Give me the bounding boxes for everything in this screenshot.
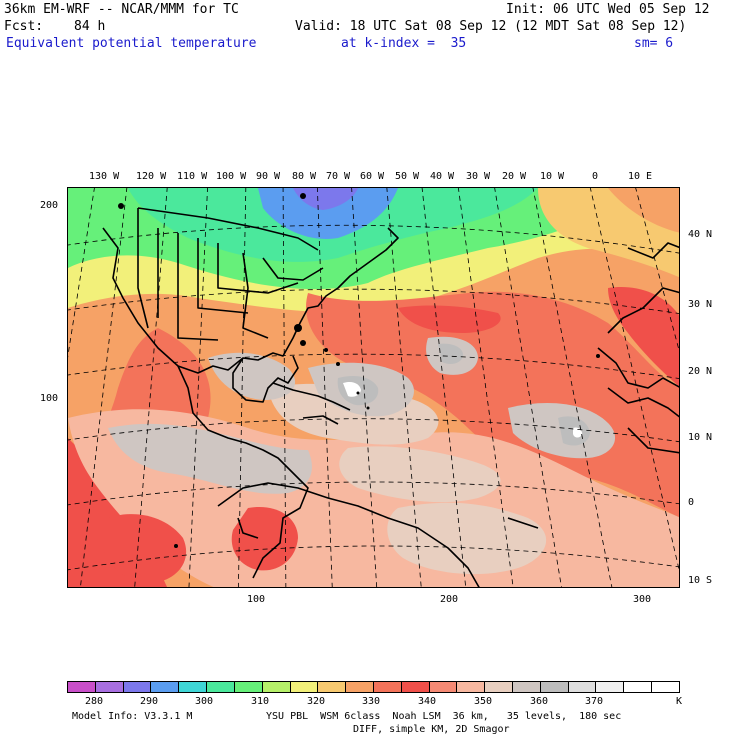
- colorbar-swatch: [485, 682, 513, 692]
- lon-label: 20 W: [502, 171, 527, 182]
- lon-label: 120 W: [136, 171, 167, 182]
- level-info: at k-index = 35: [341, 36, 467, 51]
- colorbar-swatch: [68, 682, 96, 692]
- lon-label: 70 W: [326, 171, 351, 182]
- colorbar-swatch: [95, 682, 124, 692]
- colorbar-label: 280: [85, 696, 104, 707]
- colorbar-label: 370: [585, 696, 604, 707]
- lon-label: 100 W: [216, 171, 247, 182]
- colorbar-swatch: [373, 682, 402, 692]
- lon-label: 90 W: [256, 171, 281, 182]
- grid-y-label: 100: [40, 393, 59, 404]
- lat-label: 20 N: [688, 366, 713, 377]
- lon-label: 10 E: [628, 171, 653, 182]
- grid-y-label: 200: [40, 200, 59, 211]
- colorbar-swatch: [624, 682, 653, 692]
- colorbar-swatch: [429, 682, 458, 692]
- lon-label: 10 W: [540, 171, 565, 182]
- lat-label: 0: [688, 497, 695, 508]
- colorbar-swatch: [596, 682, 625, 692]
- init-time: Init: 06 UTC Wed 05 Sep 12: [506, 2, 710, 17]
- theta-e-map: [67, 187, 680, 588]
- colorbar-label: 360: [530, 696, 549, 707]
- colorbar-label: 340: [418, 696, 437, 707]
- lat-label: 10 N: [688, 432, 713, 443]
- colorbar-unit: K: [676, 696, 683, 707]
- colorbar-label: 350: [474, 696, 493, 707]
- grid-x-label: 200: [440, 594, 459, 605]
- diffusion-info: DIFF, simple KM, 2D Smagor: [353, 724, 510, 735]
- lon-label: 60 W: [360, 171, 385, 182]
- colorbar-label: 300: [195, 696, 214, 707]
- colorbar-swatch: [540, 682, 569, 692]
- lon-label: 80 W: [292, 171, 317, 182]
- colorbar-swatch: [123, 682, 152, 692]
- colorbar-swatch: [290, 682, 319, 692]
- lat-label: 10 S: [688, 575, 713, 586]
- lon-label: 40 W: [430, 171, 455, 182]
- model-info: Model Info: V3.3.1 M: [72, 711, 193, 722]
- forecast-label: Fcst:: [4, 19, 44, 34]
- colorbar-label: 290: [140, 696, 159, 707]
- lon-label: 110 W: [177, 171, 208, 182]
- forecast-hour: 84 h: [74, 19, 106, 34]
- lat-label: 40 N: [688, 229, 713, 240]
- colorbar: [67, 681, 680, 693]
- colorbar-swatch: [401, 682, 430, 692]
- smoothing-info: sm= 6: [634, 36, 674, 51]
- lat-label: 30 N: [688, 299, 713, 310]
- colorbar-swatch: [568, 682, 597, 692]
- colorbar-label: 330: [362, 696, 381, 707]
- grid-x-label: 100: [247, 594, 266, 605]
- model-title: 36km EM-WRF -- NCAR/MMM for TC: [4, 2, 239, 17]
- colorbar-swatch: [262, 682, 291, 692]
- colorbar-swatch: [346, 682, 374, 692]
- field-name: Equivalent potential temperature: [6, 36, 257, 51]
- physics-info: YSU PBL WSM 6class Noah LSM 36 km, 35 le…: [266, 711, 622, 722]
- valid-time: Valid: 18 UTC Sat 08 Sep 12 (12 MDT Sat …: [295, 19, 687, 34]
- lon-label: 30 W: [466, 171, 491, 182]
- colorbar-label: 310: [251, 696, 270, 707]
- lon-label: 50 W: [395, 171, 420, 182]
- colorbar-swatch: [234, 682, 263, 692]
- colorbar-swatch: [513, 682, 541, 692]
- map-canvas: [68, 188, 679, 587]
- colorbar-label: 320: [307, 696, 326, 707]
- lon-label: 0: [592, 171, 599, 182]
- colorbar-swatch: [151, 682, 180, 692]
- colorbar-swatch: [457, 682, 486, 692]
- colorbar-swatch: [179, 682, 208, 692]
- grid-x-label: 300: [633, 594, 652, 605]
- colorbar-swatch: [207, 682, 235, 692]
- colorbar-swatch: [318, 682, 347, 692]
- lon-label: 130 W: [89, 171, 120, 182]
- colorbar-swatch: [652, 682, 679, 692]
